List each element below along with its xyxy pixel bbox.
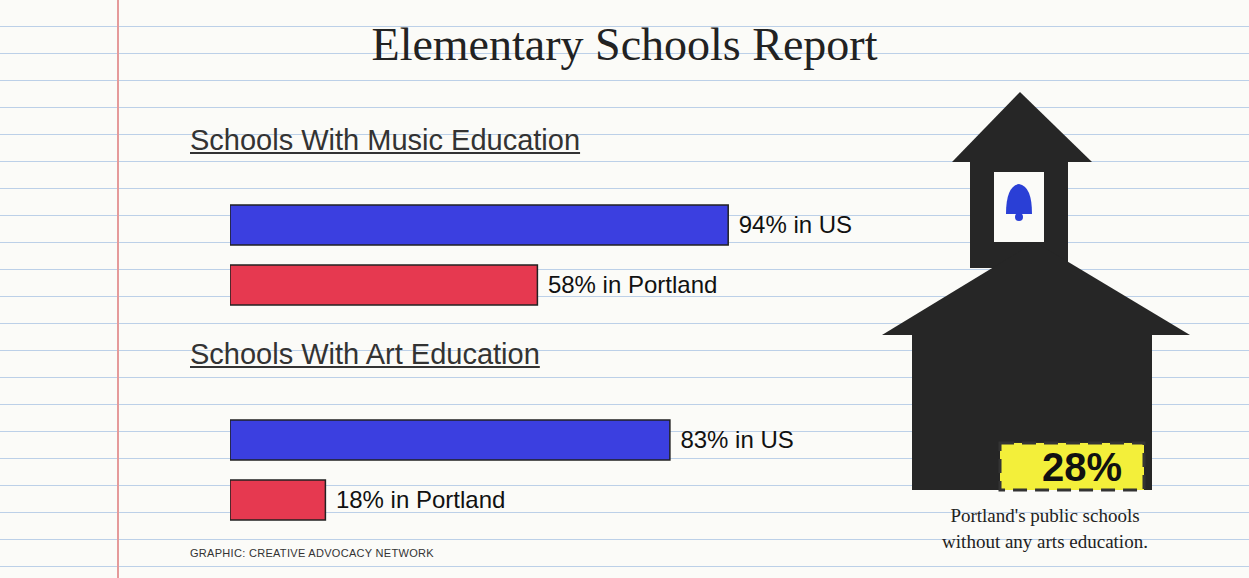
svg-text:28%: 28% [1042, 445, 1122, 489]
svg-text:94% in US: 94% in US [739, 211, 852, 238]
svg-text:83% in US: 83% in US [680, 426, 793, 453]
html-text:Elementary Schools Report: Elementary Schools Report [371, 19, 878, 70]
html-text:GRAPHIC: CREATIVE ADVOCACY NET: GRAPHIC: CREATIVE ADVOCACY NETWORK [190, 547, 434, 559]
html-text:Schools With Music Education: Schools With Music Education [190, 124, 581, 156]
svg-text:58% in Portland: 58% in Portland [548, 271, 717, 298]
svg-text:18% in Portland: 18% in Portland [336, 486, 505, 513]
svg-text:Portland's public schools: Portland's public schools [950, 505, 1139, 526]
html-text:Schools With Art Education: Schools With Art Education [190, 338, 540, 370]
svg-text:without any arts education.: without any arts education. [942, 531, 1148, 552]
